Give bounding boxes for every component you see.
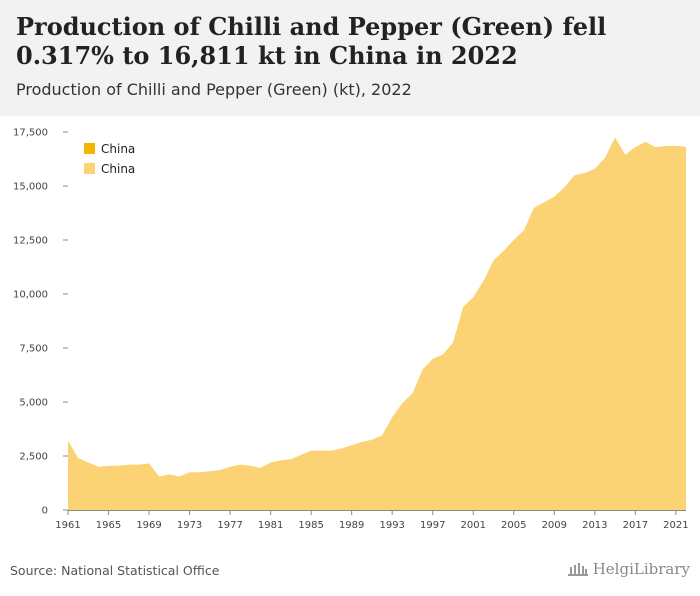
legend-swatch (84, 163, 95, 174)
chart-subtitle: Production of Chilli and Pepper (Green) … (16, 80, 412, 99)
legend-label: China (101, 142, 135, 156)
x-tick-label: 1997 (420, 520, 445, 531)
area-chart: 0 2,500 5,000 7,500 10,000 12,500 15,000 17,500… (0, 116, 700, 540)
x-tick-label: 1969 (136, 520, 161, 531)
page-title: Production of Chilli and Pepper (Green) … (16, 12, 607, 70)
x-tick-label: 1961 (55, 520, 80, 531)
x-tick-label: 2021 (663, 520, 688, 531)
x-tick-label: 1981 (258, 520, 283, 531)
y-tick-label: 7,500 (19, 344, 48, 355)
y-tick-label: 0 (42, 506, 48, 517)
library-building-icon (567, 563, 588, 576)
x-tick-label: 2013 (582, 520, 607, 531)
series-area-0 (68, 137, 686, 510)
x-tick-label: 2017 (623, 520, 648, 531)
brand-name: HelgiLibrary (592, 560, 690, 578)
y-tick-label: 17,500 (13, 128, 48, 139)
y-tick-label: 12,500 (13, 236, 48, 247)
y-tick-label: 15,000 (13, 182, 48, 193)
legend-swatch (84, 143, 95, 154)
y-tick-label: 10,000 (13, 290, 48, 301)
y-tick-label: 5,000 (19, 398, 48, 409)
x-tick-label: 2009 (542, 520, 567, 531)
x-tick-label: 1993 (379, 520, 404, 531)
x-tick-label: 1965 (96, 520, 121, 531)
y-tick-label: 2,500 (19, 452, 48, 463)
brand-logo: HelgiLibrary (567, 560, 690, 578)
x-tick-label: 2001 (461, 520, 486, 531)
x-tick-label: 1977 (217, 520, 242, 531)
legend-label: China (101, 162, 135, 176)
source-note: Source: National Statistical Office (10, 563, 220, 578)
x-tick-label: 1973 (177, 520, 202, 531)
header-band: Production of Chilli and Pepper (Green) … (0, 0, 700, 116)
x-tick-label: 2005 (501, 520, 526, 531)
x-tick-label: 1989 (339, 520, 364, 531)
x-tick-label: 1985 (298, 520, 323, 531)
